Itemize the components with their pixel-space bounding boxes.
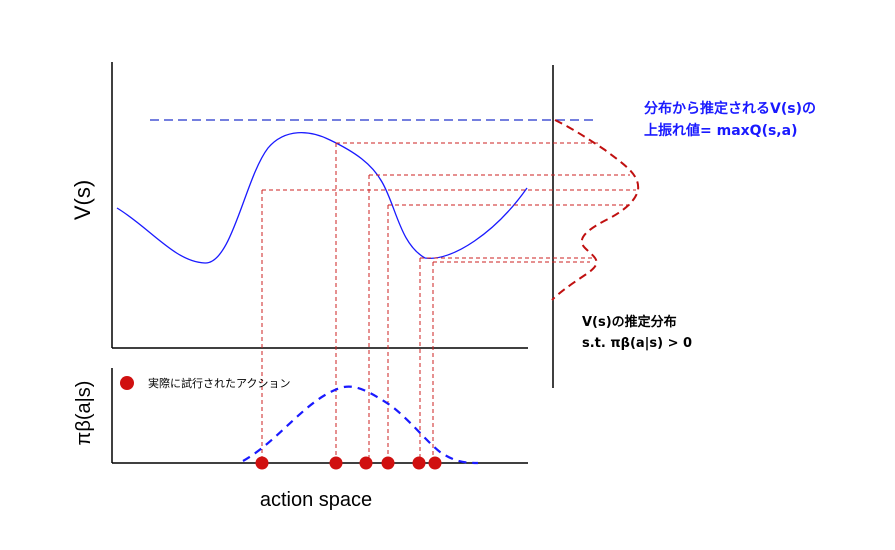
tried-action-dot [359, 456, 373, 470]
action-space-label: action space [260, 489, 372, 511]
policy-axis-label: πβ(a|s) [73, 381, 95, 446]
tried-action-dot [412, 456, 426, 470]
policy-curve [242, 385, 479, 465]
tried-action-dot [329, 456, 343, 470]
tried-actions [255, 456, 442, 470]
distribution-note-line1: V(s)の推定分布 [582, 314, 677, 330]
value-curve [116, 131, 528, 264]
red-circle-icon [120, 376, 134, 390]
legend-label: 実際に試行されたアクション [148, 376, 290, 390]
upper-bound-note-line2: 上振れ値= maxQ(s,a) [644, 122, 797, 139]
tried-action-dot [428, 456, 442, 470]
tried-action-dot [381, 456, 395, 470]
value-axis-label: V(s) [70, 180, 95, 220]
estimated-distribution-curve [551, 119, 640, 301]
vertical-guides [261, 143, 434, 463]
distribution-note-line2: s.t. πβ(a|s) > 0 [582, 336, 692, 351]
tried-action-dot [255, 456, 269, 470]
horizontal-guides [262, 142, 636, 263]
upper-bound-note-line1: 分布から推定されるV(s)の [644, 100, 816, 117]
